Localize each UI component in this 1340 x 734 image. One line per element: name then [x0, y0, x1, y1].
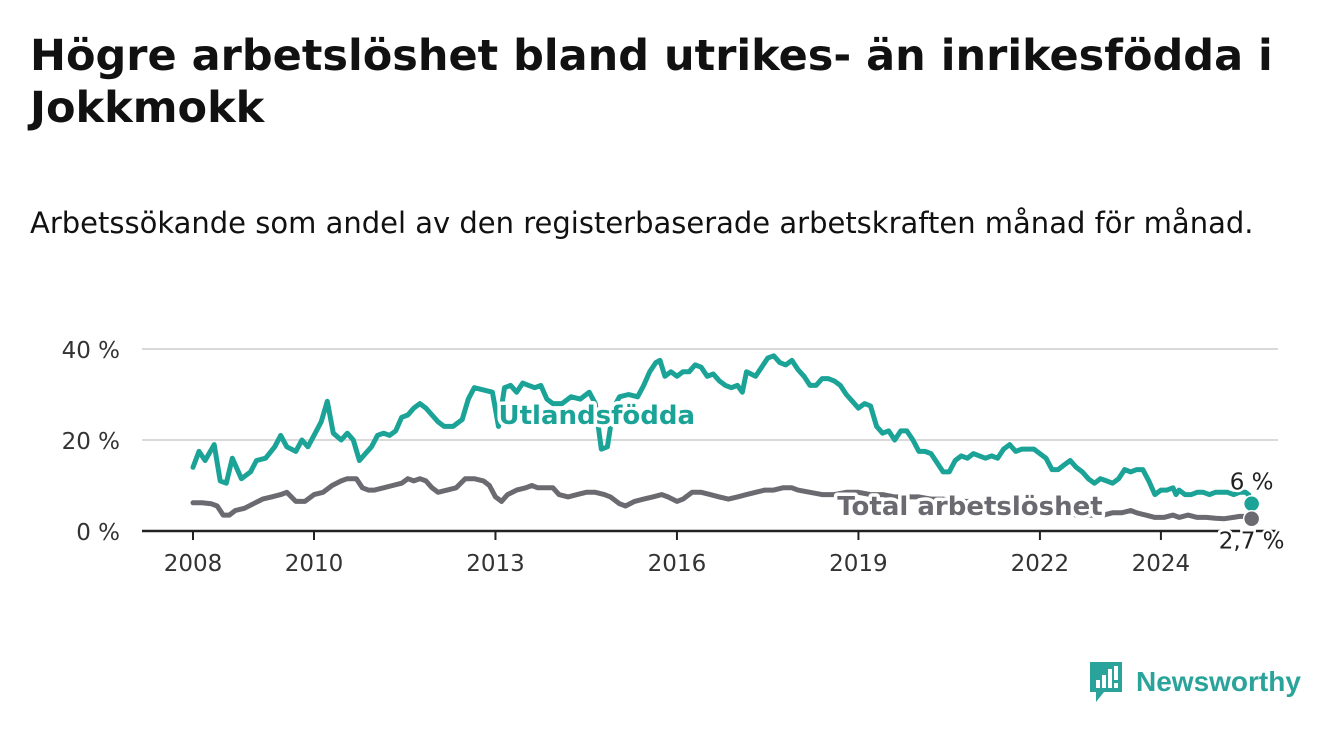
newsworthy-logo: Newsworthy — [1088, 660, 1301, 704]
x-tick-label: 2010 — [285, 551, 344, 577]
x-tick-label: 2013 — [466, 551, 525, 577]
end-point — [1242, 509, 1261, 528]
series-label: Utlandsfödda — [498, 401, 695, 431]
y-tick-label: 0 % — [76, 520, 120, 546]
bar-chart-logo-icon — [1090, 662, 1122, 702]
series-label: Total arbetslöshet — [837, 492, 1102, 522]
y-tick-label: 40 % — [62, 338, 120, 364]
x-tick-label: 2016 — [648, 551, 707, 577]
x-tick-label: 2022 — [1011, 551, 1070, 577]
chart-title: Högre arbetslöshet bland utrikes- än inr… — [30, 31, 1273, 133]
y-axis: 0 % 20 % 40 % — [62, 338, 120, 546]
gridlines — [142, 348, 1278, 441]
end-value-label: 6 % — [1230, 470, 1274, 496]
series-labels: Utlandsfödda Total arbetslöshet 6 % 2,7 % — [495, 397, 1287, 557]
y-tick-label: 20 % — [62, 429, 120, 455]
brand-name: Newsworthy — [1136, 666, 1301, 697]
x-tick-label: 2024 — [1132, 551, 1191, 577]
chart-subtitle: Arbetssökande som andel av den registerb… — [30, 206, 1254, 240]
x-tick-label: 2008 — [164, 551, 223, 577]
series-lines — [190, 353, 1255, 522]
end-value-label: 2,7 % — [1219, 529, 1285, 555]
x-axis: 2008 2010 2013 2016 2019 2022 2024 — [142, 529, 1278, 577]
end-point — [1242, 494, 1261, 513]
x-tick-label: 2019 — [829, 551, 888, 577]
series-line-utlandsfodda — [190, 353, 1255, 507]
series-line-total — [190, 476, 1255, 522]
